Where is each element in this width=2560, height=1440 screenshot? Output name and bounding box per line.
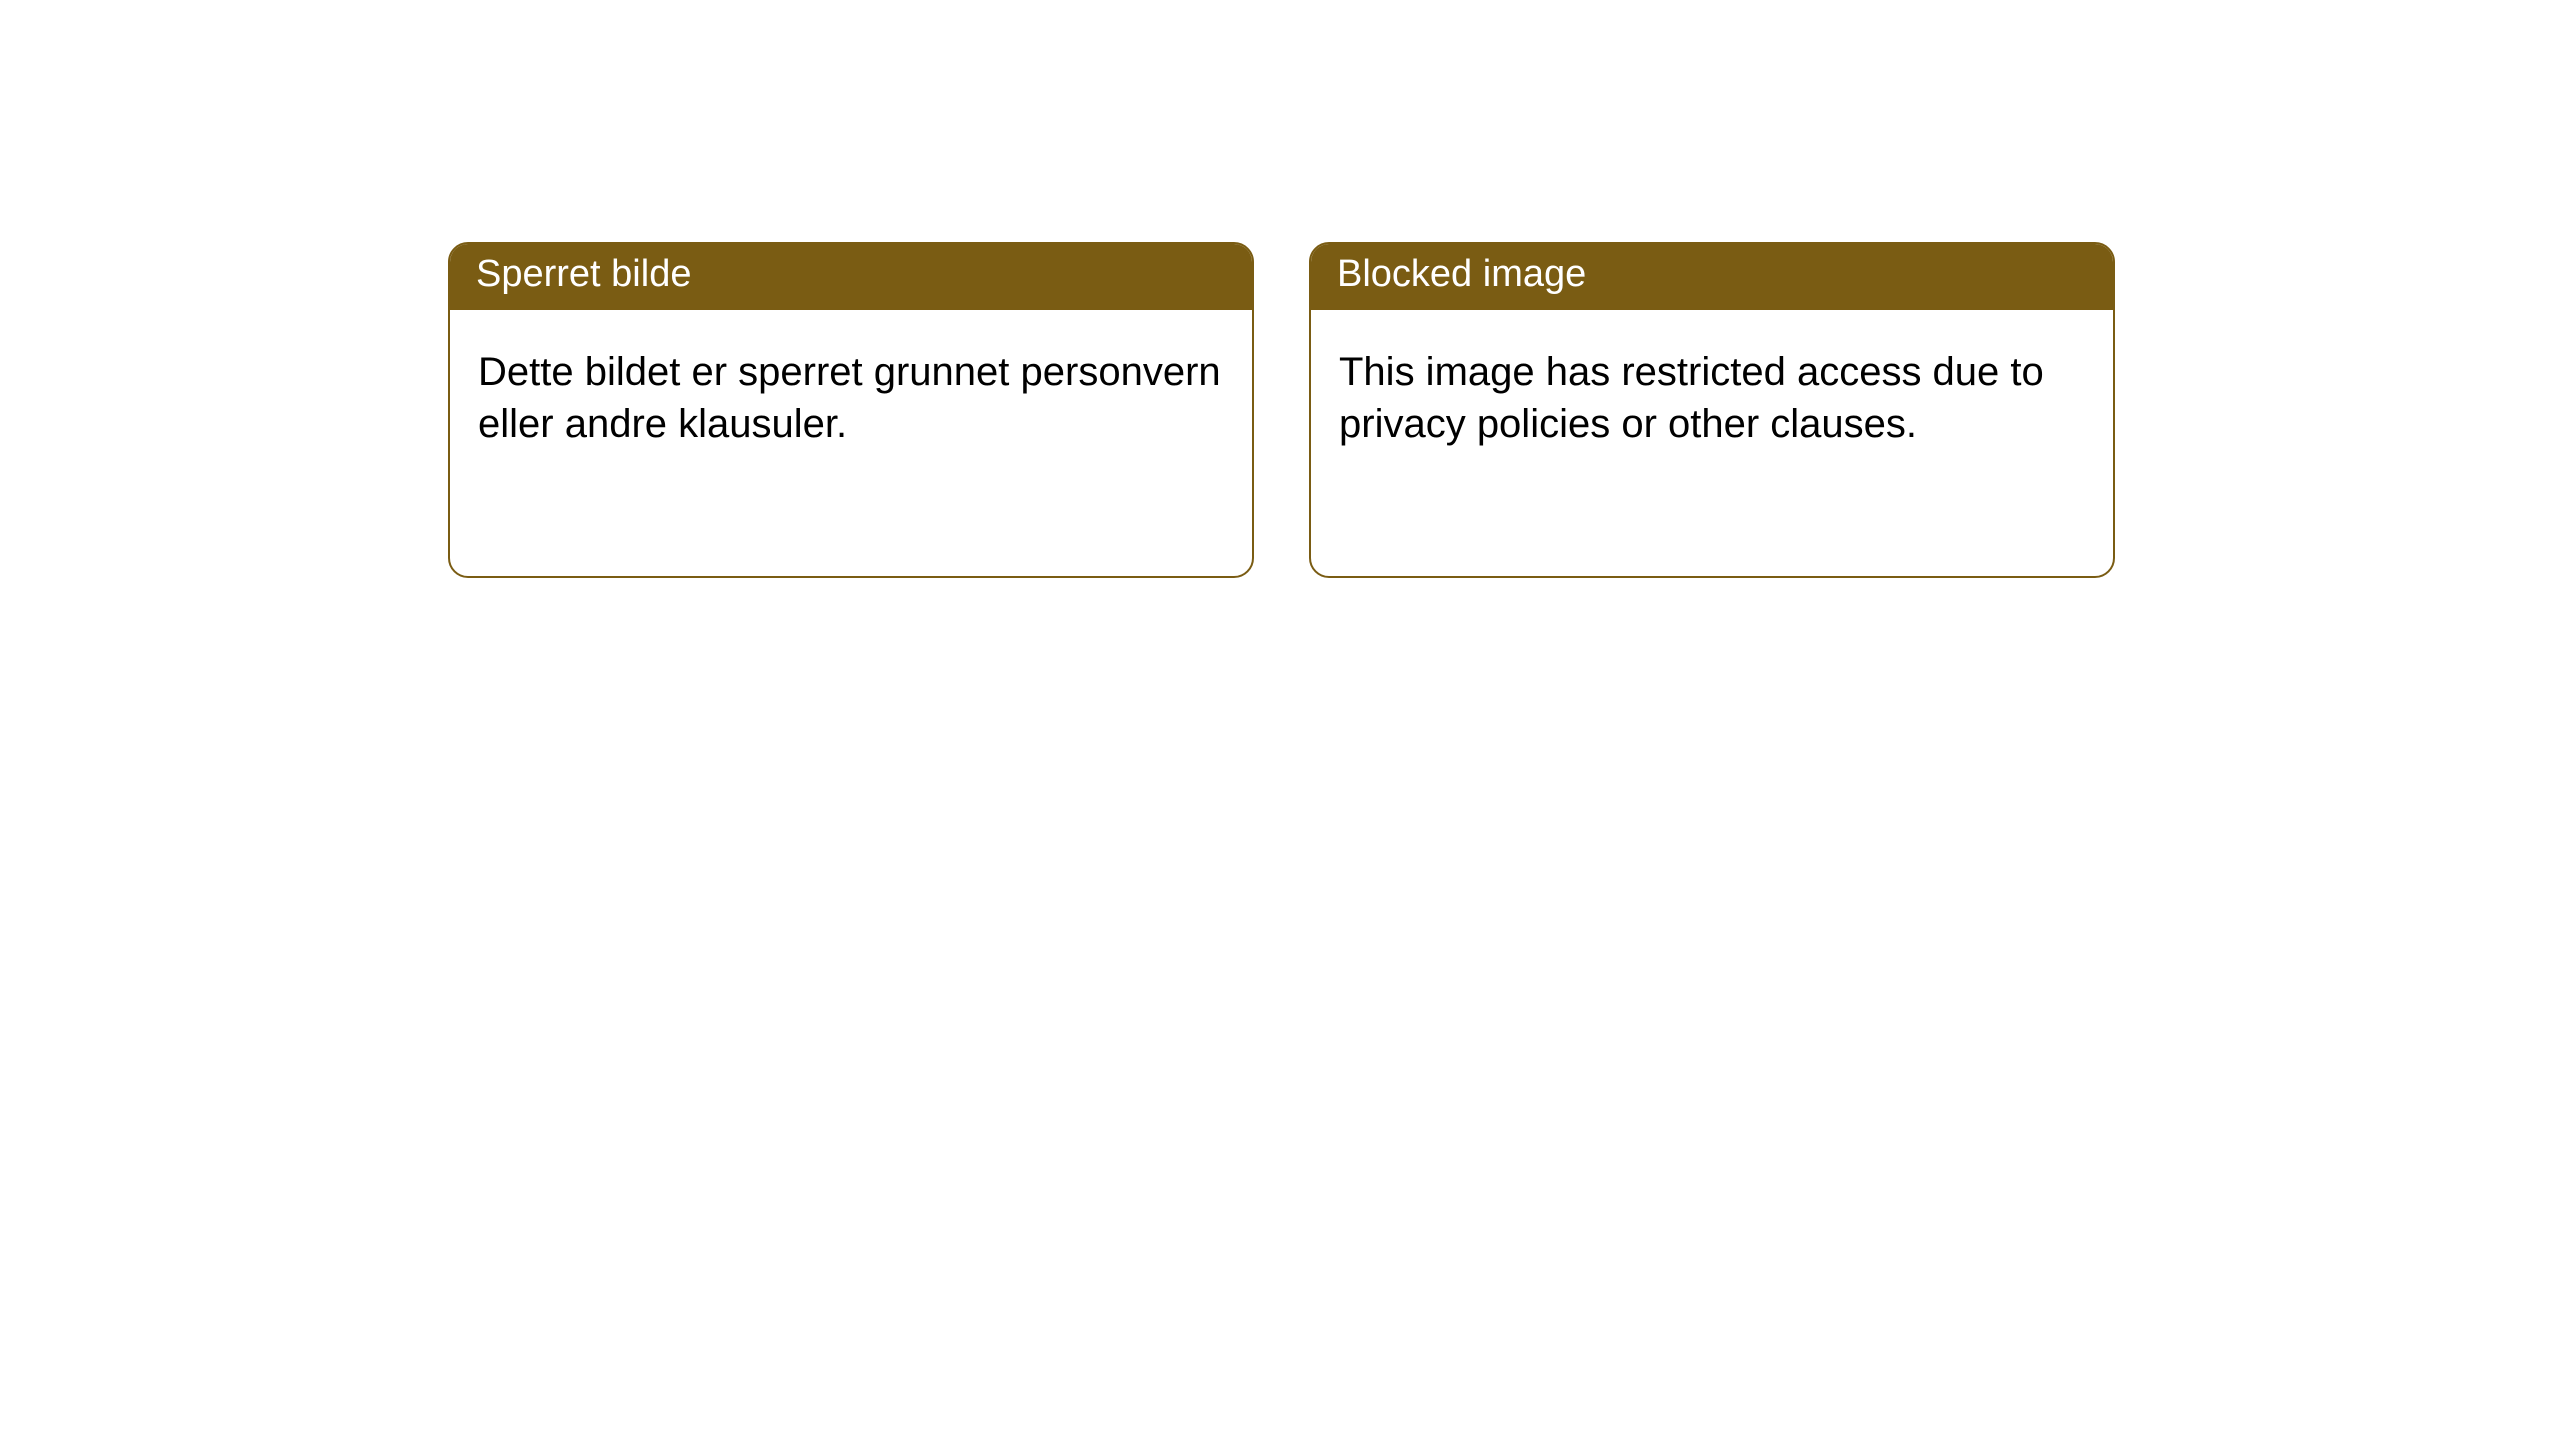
notice-body-english: This image has restricted access due to … — [1311, 310, 2113, 486]
notice-card-norwegian: Sperret bilde Dette bildet er sperret gr… — [448, 242, 1254, 578]
notice-title-english: Blocked image — [1311, 244, 2113, 310]
notice-body-norwegian: Dette bildet er sperret grunnet personve… — [450, 310, 1252, 486]
notice-title-norwegian: Sperret bilde — [450, 244, 1252, 310]
notice-card-english: Blocked image This image has restricted … — [1309, 242, 2115, 578]
notice-container: Sperret bilde Dette bildet er sperret gr… — [0, 0, 2560, 578]
